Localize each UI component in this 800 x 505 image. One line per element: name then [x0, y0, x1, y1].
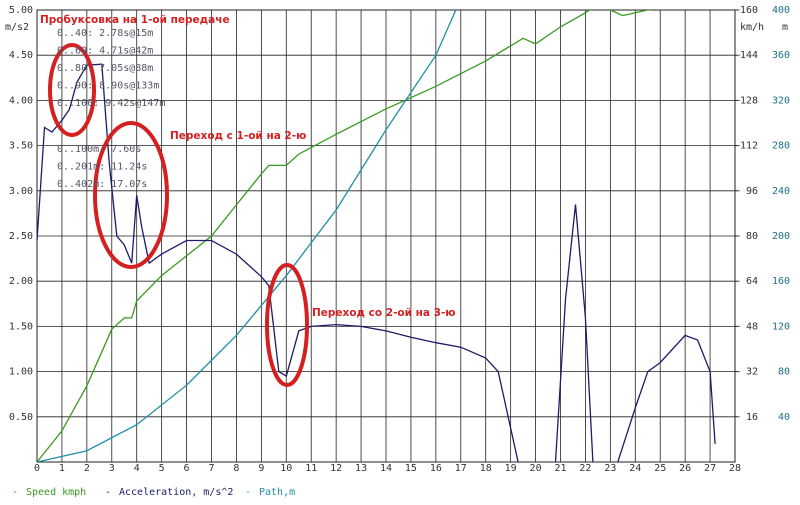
- lines: [37, 10, 716, 462]
- series-line: [37, 10, 651, 462]
- x-tick-label: 18: [480, 463, 492, 474]
- y3-tick-label: 280: [772, 141, 790, 152]
- x-tick-label: 24: [629, 463, 641, 474]
- legend-dash: -: [12, 487, 18, 498]
- grid: [36, 9, 736, 462]
- legend: - Speed kmph - Acceleration, m/s^2- Path,m: [12, 487, 295, 498]
- series-line: [37, 10, 457, 462]
- stat-label: 0..201m: 11.24s: [57, 162, 147, 173]
- y3-tick-label: 40: [778, 412, 790, 423]
- x-tick-label: 14: [380, 463, 392, 474]
- x-tick-label: 1: [59, 463, 65, 474]
- x-tick-label: 3: [109, 463, 115, 474]
- y-tick-label: 3.00: [9, 186, 33, 197]
- y3-tick-label: 240: [772, 186, 790, 197]
- y3-unit: m: [782, 22, 788, 33]
- x-tick-label: 22: [579, 463, 591, 474]
- x-tick-label: 21: [554, 463, 566, 474]
- x-tick-label: 2: [84, 463, 90, 474]
- legend-dash: -: [105, 487, 111, 498]
- y2-tick-label: 80: [746, 231, 758, 242]
- y2-tick-label: 32: [746, 367, 758, 378]
- x-tick-label: 8: [233, 463, 239, 474]
- x-tick-label: 13: [355, 463, 367, 474]
- y3-tick-label: 200: [772, 231, 790, 242]
- x-tick-label: 20: [530, 463, 542, 474]
- y2-tick-label: 112: [740, 141, 758, 152]
- y-tick-label: 0.50: [9, 412, 33, 423]
- x-tick-label: 26: [679, 463, 691, 474]
- x-tick-label: 5: [159, 463, 165, 474]
- y-tick-label: 4.50: [9, 50, 33, 61]
- y3-tick-label: 400: [772, 5, 790, 16]
- stat-label: 0..402m: 17.07s: [57, 179, 147, 190]
- y-tick-label: 4.00: [9, 95, 33, 106]
- x-tick-label: 6: [184, 463, 190, 474]
- x-tick-label: 10: [280, 463, 292, 474]
- highlight: [48, 43, 96, 137]
- x-tick-label: 27: [704, 463, 716, 474]
- x-tick-label: 25: [654, 463, 666, 474]
- annotation: Переход со 2-ой на 3-ю: [312, 307, 456, 319]
- y2-unit: km/h: [740, 22, 764, 33]
- y3-tick-label: 80: [778, 367, 790, 378]
- y-unit: m/s2: [5, 22, 29, 33]
- y3-tick-label: 320: [772, 95, 790, 106]
- highlight: [265, 263, 309, 387]
- legend-label: Path,m: [259, 487, 295, 498]
- highlight: [93, 121, 169, 269]
- x-tick-label: 28: [729, 463, 741, 474]
- y3-tick-label: 360: [772, 50, 790, 61]
- stat-label: 0..100m: 7.60s: [57, 144, 141, 155]
- y2-tick-label: 64: [746, 276, 758, 287]
- y-tick-label: 2.50: [9, 231, 33, 242]
- y2-tick-label: 48: [746, 321, 758, 332]
- x-tick-label: 0: [34, 463, 40, 474]
- x-tick-label: 4: [134, 463, 140, 474]
- stat-label: 0..60: 4.71s@42m: [57, 46, 153, 57]
- x-tick-label: 15: [405, 463, 417, 474]
- y3-tick-label: 160: [772, 276, 790, 287]
- annotation: Переход с 1-ой на 2-ю: [170, 130, 306, 142]
- annotation: Пробуксовка на 1-ой передаче: [40, 14, 230, 26]
- y-tick-label: 3.50: [9, 141, 33, 152]
- legend-label: Speed kmph: [26, 487, 86, 498]
- x-tick-label: 12: [330, 463, 342, 474]
- stat-label: 0..100: 9.42s@147m: [57, 98, 165, 109]
- x-tick-label: 19: [505, 463, 517, 474]
- y-tick-label: 2.00: [9, 276, 33, 287]
- y2-tick-label: 96: [746, 186, 758, 197]
- x-tick-label: 16: [430, 463, 442, 474]
- y-tick-label: 1.00: [9, 367, 33, 378]
- x-tick-label: 17: [455, 463, 467, 474]
- stat-label: 0..80: 7.05s@88m: [57, 63, 153, 74]
- y2-tick-label: 16: [746, 412, 758, 423]
- x-tick-label: 11: [305, 463, 317, 474]
- legend-label: Acceleration, m/s^2: [119, 487, 233, 498]
- legend-dash: -: [245, 487, 251, 498]
- stat-label: 0..90: 8.90s@133m: [57, 81, 159, 92]
- stat-label: 0..40: 2.78s@15m: [57, 28, 153, 39]
- x-tick-label: 9: [258, 463, 264, 474]
- y2-tick-label: 128: [740, 95, 758, 106]
- x-tick-label: 7: [208, 463, 214, 474]
- y3-tick-label: 120: [772, 321, 790, 332]
- x-tick-label: 23: [604, 463, 616, 474]
- y-tick-label: 5.00: [9, 5, 33, 16]
- y2-tick-label: 144: [740, 50, 758, 61]
- stats: 0..40: 2.78s@15m 0..60: 4.71s@42m 0..80: 7…: [57, 28, 165, 190]
- series-line: [37, 63, 716, 462]
- y-tick-label: 1.50: [9, 321, 33, 332]
- y2-tick-label: 160: [740, 5, 758, 16]
